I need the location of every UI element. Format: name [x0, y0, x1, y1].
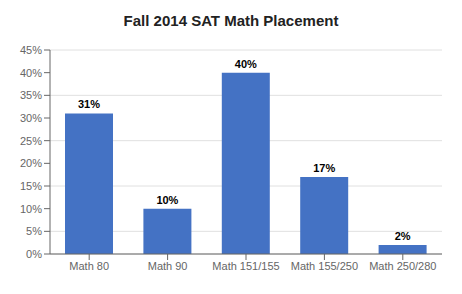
svg-text:0%: 0% — [26, 248, 42, 260]
svg-text:45%: 45% — [20, 44, 42, 56]
svg-text:10%: 10% — [20, 203, 42, 215]
svg-text:Math 80: Math 80 — [69, 260, 109, 272]
svg-text:Math 151/155: Math 151/155 — [212, 260, 279, 272]
html-text:Fall 2014 SAT Math Placement: Fall 2014 SAT Math Placement — [123, 12, 339, 29]
svg-text:15%: 15% — [20, 180, 42, 192]
svg-text:31%: 31% — [78, 98, 100, 110]
svg-text:Math 250/280: Math 250/280 — [369, 260, 436, 272]
svg-text:20%: 20% — [20, 157, 42, 169]
svg-text:17%: 17% — [313, 162, 335, 174]
svg-text:2%: 2% — [395, 230, 411, 242]
svg-text:10%: 10% — [156, 194, 178, 206]
svg-text:Math 155/250: Math 155/250 — [291, 260, 358, 272]
svg-text:30%: 30% — [20, 112, 42, 124]
svg-text:40%: 40% — [20, 67, 42, 79]
svg-text:5%: 5% — [26, 225, 42, 237]
svg-text:25%: 25% — [20, 135, 42, 147]
svg-text:Math 90: Math 90 — [148, 260, 188, 272]
svg-text:35%: 35% — [20, 89, 42, 101]
svg-text:40%: 40% — [235, 58, 257, 70]
